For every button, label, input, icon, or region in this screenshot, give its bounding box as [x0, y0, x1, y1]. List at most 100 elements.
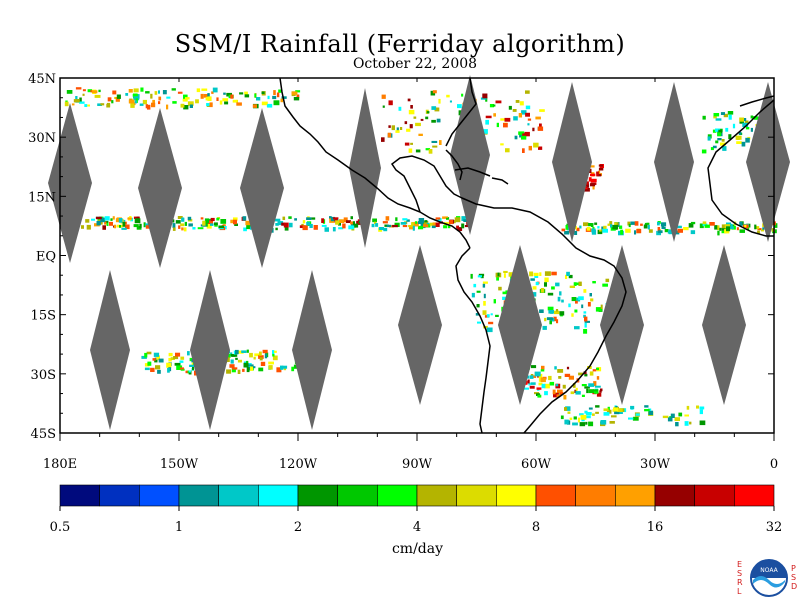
rain-cell [230, 94, 234, 99]
rain-cell [636, 229, 642, 234]
rain-cell [404, 142, 410, 146]
rain-cell [425, 148, 430, 151]
rain-cell [578, 296, 584, 301]
colorbar-swatch [615, 484, 656, 507]
rain-cell [557, 389, 563, 394]
rain-cell [634, 221, 639, 226]
colorbar-swatch [416, 484, 457, 507]
rain-cell [579, 413, 584, 416]
rain-cell [553, 316, 557, 322]
rain-cell [518, 131, 525, 135]
coast-cuba [454, 167, 491, 177]
rain-cell [497, 272, 500, 277]
rain-cell [539, 309, 544, 313]
rain-cell [546, 317, 553, 321]
rain-cell [553, 310, 560, 315]
rain-cell [408, 109, 415, 115]
rain-cell [632, 416, 639, 421]
swath-gap [450, 75, 490, 235]
rain-cell [415, 149, 421, 153]
rain-cell [690, 221, 696, 225]
rain-cell [727, 111, 734, 115]
rain-cell [177, 216, 183, 219]
rain-cell [246, 367, 250, 373]
rain-cell [568, 303, 571, 308]
rain-cell [457, 227, 463, 231]
rain-cell [212, 87, 218, 93]
rain-cell [585, 415, 591, 419]
rain-cell [483, 293, 486, 299]
rain-cell [482, 93, 488, 99]
rain-cell [343, 217, 348, 223]
swath-gap [398, 245, 442, 405]
rain-cell [237, 369, 241, 374]
rain-cell [296, 94, 300, 99]
rain-cell [395, 130, 400, 133]
rain-cell [179, 367, 184, 370]
rain-cell [91, 90, 98, 94]
rain-cell [657, 227, 661, 232]
rain-cell [750, 127, 753, 132]
rain-cell [268, 361, 274, 365]
rain-cell [555, 309, 559, 312]
rain-cell [662, 415, 669, 419]
rain-cell [572, 383, 576, 388]
rain-cell [411, 222, 414, 228]
rain-cell [739, 117, 744, 122]
rain-cell [500, 143, 504, 146]
rain-cell [399, 127, 403, 130]
rain-cell [119, 225, 122, 228]
rain-cell [602, 283, 608, 287]
rain-cell [98, 89, 101, 93]
rain-cell [432, 90, 437, 94]
rain-cell [584, 410, 588, 414]
rain-cell [172, 227, 176, 231]
rain-cell [586, 183, 590, 188]
rain-cell [180, 223, 185, 227]
rain-cell [94, 94, 101, 98]
rain-cell [260, 361, 266, 366]
rain-cell [710, 147, 714, 151]
rain-cell [302, 220, 306, 224]
rain-cell [471, 292, 475, 298]
rain-cell [346, 220, 351, 223]
rain-cell [586, 388, 589, 394]
rain-cell [578, 281, 582, 286]
rain-cell [486, 314, 490, 318]
rain-cell [417, 221, 424, 224]
rain-cell [182, 98, 188, 102]
colorbar-swatch [337, 484, 378, 507]
rain-cell [233, 219, 237, 225]
rain-cell [576, 297, 581, 302]
swath-gap [600, 245, 644, 405]
rain-cell [556, 394, 561, 398]
rain-cell [264, 353, 268, 359]
rain-cell [106, 221, 109, 226]
rain-cell [757, 228, 762, 231]
rain-cell [485, 115, 492, 119]
rain-cell [523, 387, 529, 390]
coast-north-america [279, 77, 471, 249]
rain-cell [381, 94, 386, 99]
rain-cell [661, 225, 665, 229]
rain-cell [588, 407, 593, 410]
rain-cell [104, 216, 110, 221]
lat-label: 15N [28, 190, 56, 205]
rain-cell [699, 223, 704, 229]
rain-cell [207, 93, 210, 98]
rain-cell [541, 365, 545, 370]
rain-cell [338, 219, 345, 223]
rain-cell [540, 288, 545, 293]
rain-cell [188, 223, 193, 227]
colorbar-unit-label: cm/day [391, 541, 444, 557]
rain-cell [718, 129, 723, 134]
rain-cell [648, 229, 653, 233]
rain-cell [525, 90, 530, 94]
rain-cell [709, 222, 715, 226]
swath-gaps [48, 75, 790, 430]
rain-cell [667, 417, 673, 422]
rain-cell [555, 282, 560, 287]
rain-cell [533, 142, 539, 148]
rain-cell [155, 365, 161, 370]
rain-cell [408, 225, 414, 228]
